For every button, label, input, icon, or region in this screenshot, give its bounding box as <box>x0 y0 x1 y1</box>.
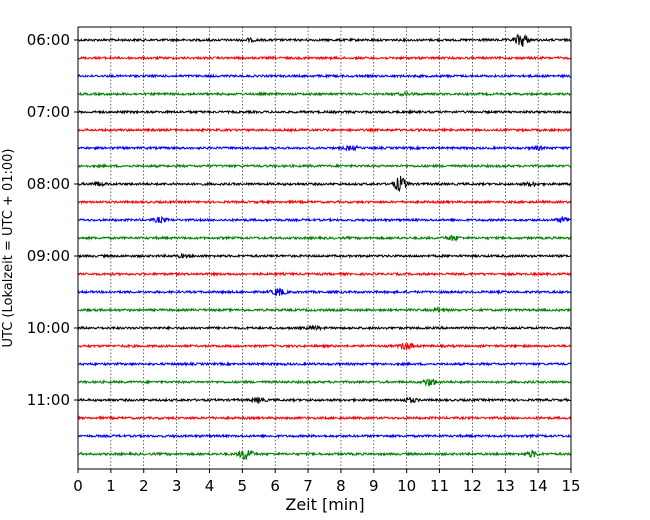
y-tick-label: 06:00 <box>27 31 70 49</box>
y-axis: 06:00 07:00 08:00 09:00 10:00 11:00 <box>27 31 78 409</box>
trace-line <box>77 90 572 97</box>
x-axis-label: Zeit [min] <box>285 495 364 514</box>
trace-line <box>77 396 572 404</box>
y-tick-label: 07:00 <box>27 103 70 121</box>
x-tick-label: 10 <box>397 477 416 495</box>
trace-line <box>77 287 572 296</box>
x-tick-label: 0 <box>73 477 83 495</box>
trace-line <box>77 215 572 224</box>
x-axis: 0 1 2 3 4 5 6 7 8 9 10 11 12 13 14 15 <box>73 469 581 495</box>
y-tick-label: 09:00 <box>27 247 70 265</box>
plot-frame <box>77 26 572 470</box>
trace-line <box>77 361 572 367</box>
y-tick-label: 10:00 <box>27 319 70 337</box>
x-tick-label: 4 <box>205 477 215 495</box>
trace-line <box>77 324 572 332</box>
trace-line <box>77 127 572 133</box>
trace-line <box>77 234 572 243</box>
trace-line <box>77 163 572 169</box>
trace-line <box>77 378 572 387</box>
trace-group <box>77 33 572 460</box>
trace-line <box>77 55 572 61</box>
grid-lines <box>110 27 539 469</box>
x-tick-label: 2 <box>139 477 149 495</box>
trace-line <box>77 415 572 421</box>
x-tick-label: 15 <box>561 477 580 495</box>
x-tick-label: 5 <box>238 477 248 495</box>
x-tick-label: 14 <box>529 477 548 495</box>
y-axis-label: UTC (Lokalzeit = UTC + 01:00) <box>1 149 16 348</box>
x-tick-label: 13 <box>496 477 515 495</box>
trace-line <box>77 449 572 460</box>
x-tick-label: 1 <box>106 477 116 495</box>
x-tick-label: 3 <box>172 477 182 495</box>
trace-line <box>77 199 572 205</box>
trace-line <box>77 252 572 260</box>
x-tick-label: 6 <box>270 477 280 495</box>
trace-line <box>77 73 572 79</box>
trace-line <box>77 342 572 351</box>
trace-line <box>77 305 572 314</box>
x-tick-label: 11 <box>430 477 449 495</box>
y-tick-label: 11:00 <box>27 391 70 409</box>
trace-line <box>77 175 572 193</box>
trace-line <box>77 270 572 278</box>
trace-line <box>77 109 572 115</box>
x-tick-label: 12 <box>463 477 482 495</box>
trace-line <box>77 432 572 439</box>
y-tick-label: 08:00 <box>27 175 70 193</box>
x-tick-label: 8 <box>336 477 346 495</box>
trace-line <box>77 33 572 47</box>
x-tick-label: 7 <box>303 477 313 495</box>
x-tick-label: 9 <box>369 477 379 495</box>
trace-line <box>77 144 572 152</box>
